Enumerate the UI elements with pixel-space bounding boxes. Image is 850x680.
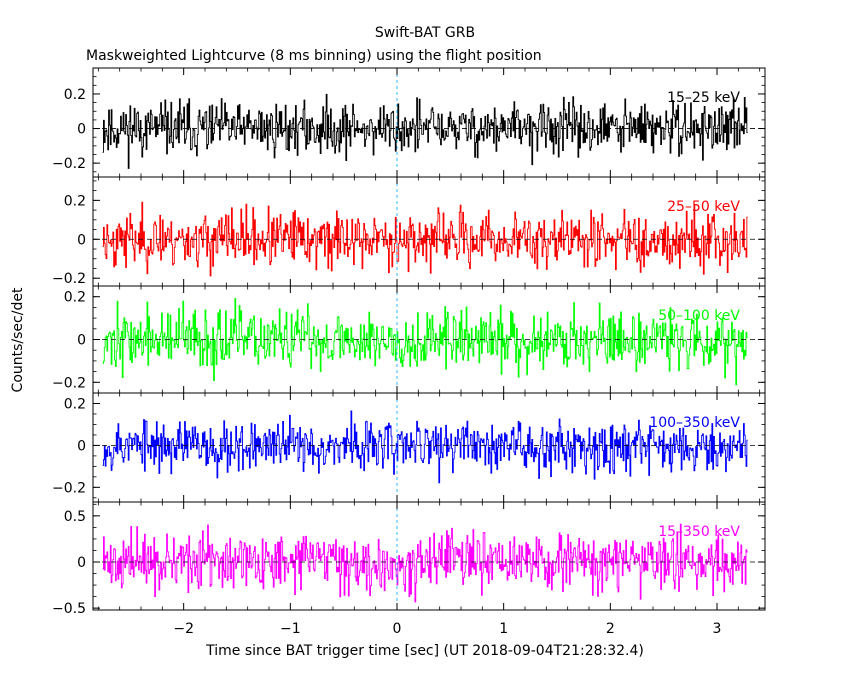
y-tick-label: −0.2 — [52, 271, 86, 287]
x-tick-label: −2 — [173, 621, 194, 637]
x-tick-label: 2 — [606, 621, 615, 637]
series-trace-5 — [102, 523, 748, 603]
chart-title: Swift-BAT GRB — [375, 25, 475, 41]
y-tick-label: 0 — [77, 555, 86, 571]
y-tick-label: 0.2 — [64, 193, 86, 209]
y-tick-label: 0 — [77, 232, 86, 248]
y-tick-label: −0.2 — [52, 375, 86, 391]
y-tick-label: 0.2 — [64, 290, 86, 306]
y-tick-label: 0 — [77, 122, 86, 138]
band-label-5: 15–350 keV — [658, 524, 740, 540]
band-label-1: 15–25 keV — [667, 90, 740, 106]
band-label-3: 50–100 keV — [658, 308, 740, 324]
x-tick-label: 3 — [713, 621, 722, 637]
y-tick-label: 0.2 — [64, 87, 86, 103]
y-tick-label: 0 — [77, 333, 86, 349]
chart-subtitle: Maskweighted Lightcurve (8 ms binning) u… — [86, 48, 542, 64]
y-tick-label: 0.2 — [64, 396, 86, 412]
x-tick-label: 0 — [393, 621, 402, 637]
series-trace-4 — [102, 410, 748, 484]
x-tick-label: −1 — [280, 621, 301, 637]
series-trace-2 — [102, 201, 748, 277]
series-trace-3 — [102, 298, 748, 386]
y-tick-label: −0.2 — [52, 156, 86, 172]
y-axis-label: Counts/sec/det — [10, 287, 26, 392]
series-trace-1 — [102, 93, 748, 169]
panel-frame — [92, 501, 766, 611]
y-tick-label: −0.2 — [52, 480, 86, 496]
y-tick-label: 0 — [77, 438, 86, 454]
y-tick-label: −0.5 — [52, 601, 86, 617]
panel-group: −0.2 0 0.2 15–25 keV −0.2 0 0.2 25–50 keV −0.2 0 0… — [52, 67, 766, 637]
band-label-4: 100–350 keV — [649, 415, 740, 431]
x-axis-label: Time since BAT trigger time [sec] (UT 20… — [205, 643, 644, 659]
x-tick-label: 1 — [499, 621, 508, 637]
band-label-2: 25–50 keV — [667, 199, 740, 215]
y-tick-label: 0.5 — [64, 509, 86, 525]
